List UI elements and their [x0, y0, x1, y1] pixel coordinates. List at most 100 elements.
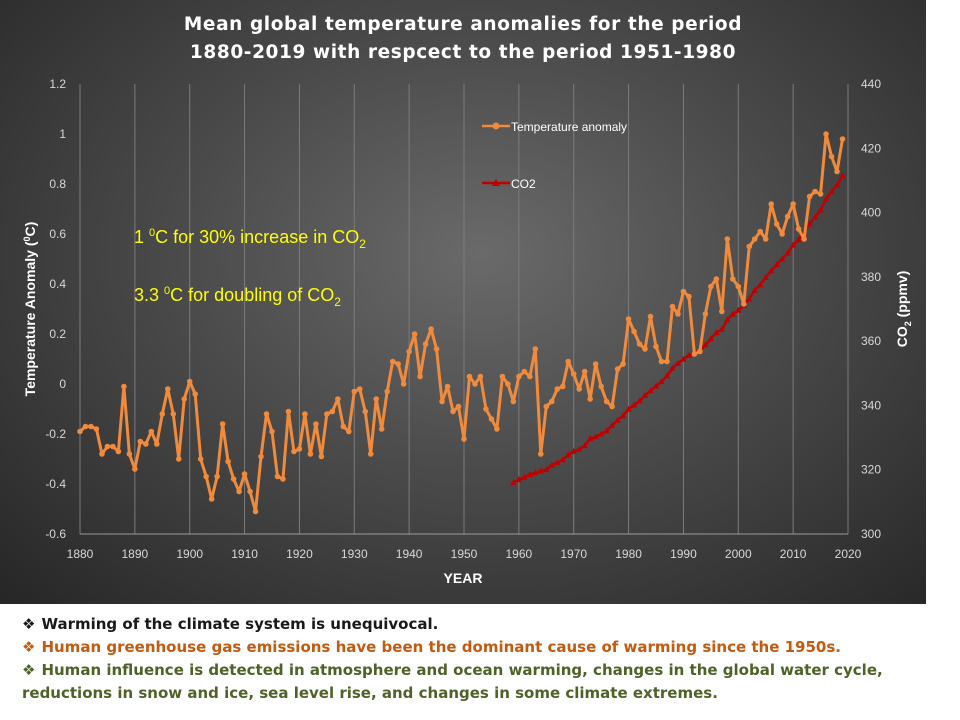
- temperature-point-1969: [565, 358, 572, 365]
- y2-tick-label: 360: [861, 334, 881, 348]
- temperature-point-1942: [417, 373, 423, 380]
- co2-point-1972: [581, 442, 588, 449]
- annotation-1-sub: 2: [359, 237, 366, 251]
- temperature-point-1991: [686, 293, 692, 300]
- temperature-point-1962: [527, 373, 533, 380]
- temperature-point-1995: [708, 283, 714, 290]
- annotation-2-sub: 2: [334, 295, 341, 309]
- y2-tick-label: 340: [861, 398, 881, 412]
- y2-tick-label: 320: [861, 463, 881, 477]
- co2-point-2006: [768, 267, 775, 274]
- temperature-point-1904: [208, 496, 215, 502]
- temperature-point-2019: [839, 136, 846, 142]
- temperature-point-1888: [121, 383, 127, 390]
- x-tick-label: 1970: [560, 547, 587, 561]
- temperature-point-2018: [834, 168, 840, 175]
- y2-axis-title-tail: (ppmv): [894, 271, 910, 322]
- temperature-point-1913: [258, 453, 264, 460]
- temperature-point-1906: [219, 421, 226, 427]
- bullet-text: reductions in snow and ice, sea level ri…: [22, 684, 718, 702]
- co2-point-1962: [526, 471, 534, 478]
- vertical-gridlines: [79, 84, 849, 534]
- co2-point-1983: [641, 391, 649, 398]
- temperature-point-1936: [384, 388, 391, 395]
- co2-point-1989: [674, 359, 682, 366]
- y-axis-title-tail: C): [22, 222, 38, 237]
- temperature-point-1945: [433, 346, 440, 352]
- co2-point-1998: [724, 316, 731, 323]
- x-tick-label: 1980: [615, 547, 642, 561]
- temperature-point-1890: [132, 466, 138, 472]
- annotation-1-degree: 0: [149, 227, 155, 239]
- co2-point-1967: [554, 459, 561, 466]
- y-axis-title-degree: 0: [22, 236, 32, 241]
- y-tick-label: 0.6: [49, 227, 66, 241]
- x-tick-label: 2000: [725, 547, 752, 561]
- temperature-point-2009: [784, 213, 791, 220]
- legend-temperature-label: Temperature anomaly: [511, 120, 627, 134]
- x-tick-label: 1950: [451, 547, 478, 561]
- co2-point-1970: [570, 447, 577, 454]
- y2-tick-label: 440: [861, 77, 881, 91]
- bullet-mark-icon: ❖: [22, 615, 36, 633]
- co2-point-1960: [515, 476, 523, 483]
- co2-series: [510, 172, 846, 486]
- temperature-point-2012: [801, 236, 807, 242]
- temperature-co2-chart: Mean global temperature anomalies for th…: [22, 77, 910, 586]
- temperature-point-1993: [697, 348, 703, 355]
- x-tick-label: 1890: [122, 547, 149, 561]
- temperature-point-1963: [532, 346, 539, 352]
- temperature-point-1985: [653, 343, 659, 350]
- temperature-point-1921: [302, 411, 308, 417]
- temperature-series: [77, 131, 846, 515]
- co2-point-1977: [608, 421, 616, 428]
- temperature-point-1940: [406, 348, 412, 355]
- temperature-point-1989: [675, 311, 681, 317]
- temperature-point-1914: [263, 411, 270, 417]
- x-axis-title: YEAR: [444, 570, 483, 586]
- temperature-point-1893: [148, 428, 155, 435]
- co2-point-2008: [778, 255, 786, 262]
- temperature-point-1938: [395, 361, 401, 367]
- temperature-point-2005: [762, 236, 769, 242]
- temperature-point-1987: [664, 358, 670, 365]
- co2-point-1971: [576, 445, 583, 452]
- temperature-point-1908: [230, 476, 237, 482]
- temperature-point-2006: [768, 201, 774, 207]
- co2-point-2009: [784, 249, 791, 256]
- temperature-point-2000: [735, 283, 742, 290]
- temperature-point-1934: [373, 396, 380, 402]
- co2-point-2004: [757, 281, 764, 288]
- co2-point-1981: [630, 401, 638, 408]
- co2-point-1959: [510, 479, 517, 486]
- chart-panel: Mean global temperature anomalies for th…: [0, 0, 926, 604]
- temperature-point-1932: [362, 408, 369, 415]
- temperature-point-1977: [609, 403, 615, 410]
- legend-co2-label: CO2: [511, 177, 536, 191]
- temperature-point-1974: [592, 361, 599, 367]
- temperature-point-1961: [521, 368, 528, 375]
- co2-point-1969: [565, 451, 572, 458]
- co2-point-1988: [669, 364, 676, 371]
- temperature-point-1981: [631, 328, 637, 335]
- temperature-point-1939: [400, 381, 407, 387]
- legend: Temperature anomaly CO2: [482, 120, 627, 191]
- temperature-point-1943: [422, 341, 429, 347]
- co2-point-1982: [636, 397, 643, 404]
- temperature-point-1883: [93, 426, 100, 432]
- temperature-point-1946: [439, 398, 445, 405]
- y2-axis-title-main: CO: [894, 326, 910, 347]
- y-tick-label: -0.4: [45, 477, 66, 491]
- temperature-point-1966: [548, 398, 555, 405]
- x-tick-labels: 1880 1890 1900 1910 1920 1930 1940 1950 1960 1970…: [67, 547, 862, 561]
- co2-point-1975: [597, 430, 605, 437]
- temperature-point-2010: [790, 201, 796, 207]
- temperature-point-1880: [77, 428, 83, 435]
- temperature-point-1910: [241, 471, 248, 477]
- temperature-point-1960: [516, 373, 522, 380]
- y-tick-labels: -0.6 -0.4 -0.2 0 0.2 0.4 0.6 0.8 1 1.2: [45, 77, 66, 541]
- temperature-point-1986: [658, 358, 665, 365]
- temperature-point-1922: [307, 451, 314, 457]
- y-tick-label: 0.8: [49, 177, 66, 191]
- temperature-point-1917: [280, 476, 286, 482]
